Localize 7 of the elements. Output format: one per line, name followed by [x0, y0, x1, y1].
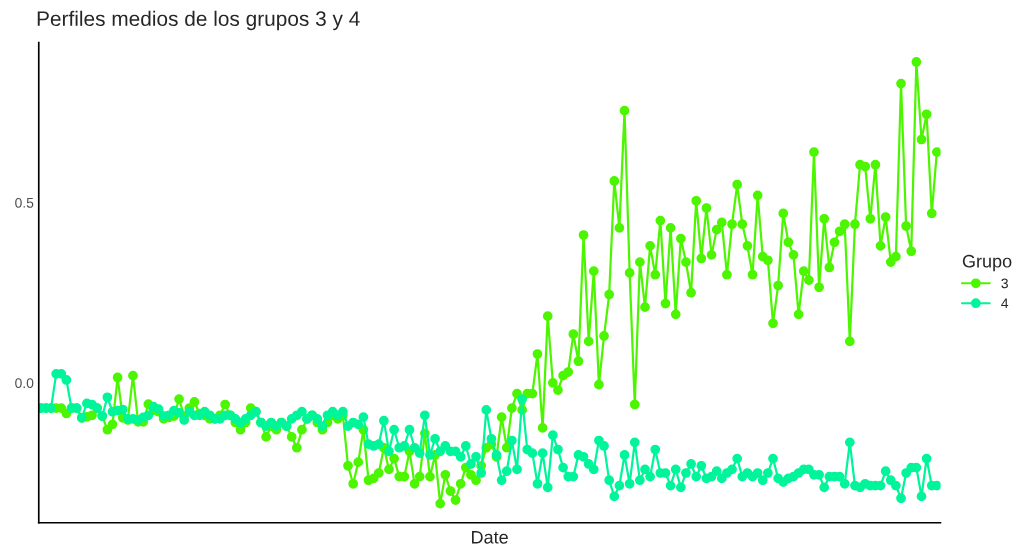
x-axis-title: Date — [472, 531, 508, 544]
y-tick-label: 0.5 — [15, 197, 34, 208]
y-tick-label: 0.0 — [15, 378, 34, 389]
legend-title: Grupo — [962, 254, 1012, 272]
legend-label: 3 — [1001, 278, 1008, 289]
legend-label: 4 — [1001, 298, 1009, 309]
chart-title: Perfiles medios de los grupos 3 y 4 — [37, 10, 360, 31]
